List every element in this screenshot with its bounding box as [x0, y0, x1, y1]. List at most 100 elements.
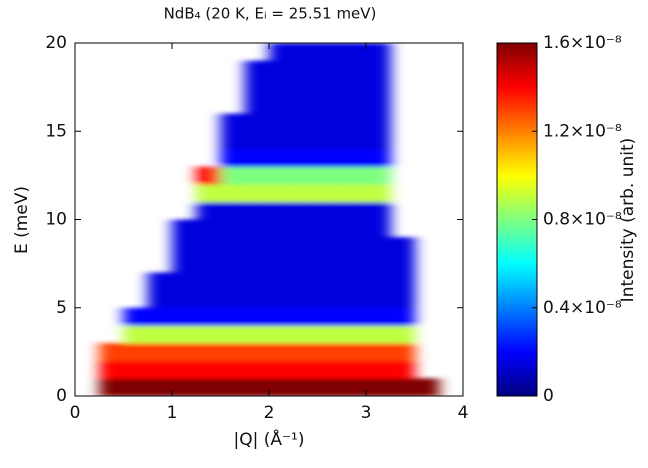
heatmap-cell	[244, 219, 270, 238]
heatmap-cell	[220, 360, 246, 379]
heatmap-cell	[147, 325, 173, 344]
heatmap-cell	[99, 360, 124, 379]
x-tick-label: 2	[264, 403, 275, 423]
heatmap-cell	[172, 290, 197, 309]
heatmap-cell	[244, 254, 270, 273]
heatmap-cell	[269, 360, 294, 379]
heatmap-cell	[269, 131, 294, 150]
heatmap-cell	[196, 184, 221, 203]
heatmap-cell	[269, 184, 294, 203]
heatmap-cell	[293, 148, 318, 168]
heatmap-cell	[269, 290, 294, 309]
heatmap-cell	[317, 148, 343, 168]
heatmap-cell	[341, 254, 367, 273]
heatmap-cell	[366, 343, 391, 362]
heatmap-cell	[196, 201, 221, 220]
heatmap-cell	[317, 60, 343, 79]
heatmap-cell	[172, 360, 197, 379]
y-tick-label: 5	[56, 298, 67, 318]
heatmap-cell	[269, 378, 294, 396]
heatmap-cell	[390, 290, 415, 309]
heatmap-cell	[244, 113, 270, 132]
heatmap-cell	[341, 60, 367, 79]
heatmap-cell	[366, 60, 391, 79]
heatmap-cell	[244, 166, 270, 185]
heatmap-cell	[366, 378, 391, 396]
x-tick-label: 1	[167, 403, 178, 423]
heatmap-cell	[123, 360, 149, 379]
heatmap-cell	[196, 166, 221, 185]
heatmap-cell	[220, 148, 246, 168]
heatmap-cell	[196, 378, 221, 396]
heatmap-cell	[366, 95, 391, 115]
heatmap-cell	[366, 43, 391, 62]
heatmap-cell	[293, 78, 318, 97]
heatmap-cell	[341, 237, 367, 256]
heatmap-cell	[341, 343, 367, 362]
heatmap-cell	[147, 360, 173, 379]
heatmap-cell	[390, 272, 415, 291]
heatmap-cell	[293, 219, 318, 238]
heatmap-cell	[366, 254, 391, 273]
heatmap	[99, 43, 440, 396]
heatmap-cell	[220, 272, 246, 291]
heatmap-cell	[269, 325, 294, 344]
heatmap-cell	[293, 131, 318, 150]
heatmap-cell	[293, 201, 318, 220]
heatmap-cell	[341, 307, 367, 326]
heatmap-cell	[293, 254, 318, 273]
heatmap-cell	[269, 201, 294, 220]
heatmap-cell	[172, 254, 197, 273]
heatmap-cell	[293, 343, 318, 362]
heatmap-cell	[390, 343, 415, 362]
heatmap-cell	[99, 343, 124, 362]
heatmap-cell	[341, 201, 367, 220]
heatmap-cell	[390, 307, 415, 326]
heatmap-cell	[244, 201, 270, 220]
heatmap-cell	[293, 325, 318, 344]
colorbar-tick-label: 1.2×10⁻⁸	[543, 121, 622, 141]
heatmap-cell	[220, 343, 246, 362]
heatmap-cell	[123, 343, 149, 362]
heatmap-cell	[147, 272, 173, 291]
heatmap-cell	[269, 95, 294, 115]
heatmap-cell	[341, 325, 367, 344]
heatmap-cell	[269, 166, 294, 185]
heatmap-cell	[147, 343, 173, 362]
heatmap-cell	[317, 254, 343, 273]
heatmap-cell	[366, 307, 391, 326]
heatmap-cell	[99, 378, 124, 396]
heatmap-cell	[269, 237, 294, 256]
heatmap-cell	[317, 237, 343, 256]
heatmap-cell	[366, 325, 391, 344]
heatmap-cell	[244, 95, 270, 115]
x-tick-label: 3	[361, 403, 372, 423]
heatmap-cell	[293, 60, 318, 79]
heatmap-cell	[390, 254, 415, 273]
x-tick-label: 4	[458, 403, 469, 423]
heatmap-cell	[341, 78, 367, 97]
heatmap-cell	[317, 131, 343, 150]
heatmap-cell	[317, 360, 343, 379]
heatmap-cell	[341, 166, 367, 185]
heatmap-cell	[244, 378, 270, 396]
heatmap-cell	[293, 272, 318, 291]
heatmap-cell	[244, 78, 270, 97]
y-tick-label: 20	[45, 33, 67, 53]
heatmap-cell	[220, 113, 246, 132]
heatmap-cell	[244, 60, 270, 79]
heatmap-cell	[269, 272, 294, 291]
heatmap-cell	[317, 78, 343, 97]
heatmap-cell	[293, 166, 318, 185]
heatmap-cell	[123, 325, 149, 344]
heatmap-cell	[220, 166, 246, 185]
heatmap-cell	[244, 131, 270, 150]
heatmap-cell	[366, 78, 391, 97]
heatmap-cell	[196, 219, 221, 238]
heatmap-cell	[244, 343, 270, 362]
heatmap-cell	[366, 166, 391, 185]
heatmap-cell	[172, 307, 197, 326]
heatmap-cell	[341, 43, 367, 62]
heatmap-cell	[341, 360, 367, 379]
